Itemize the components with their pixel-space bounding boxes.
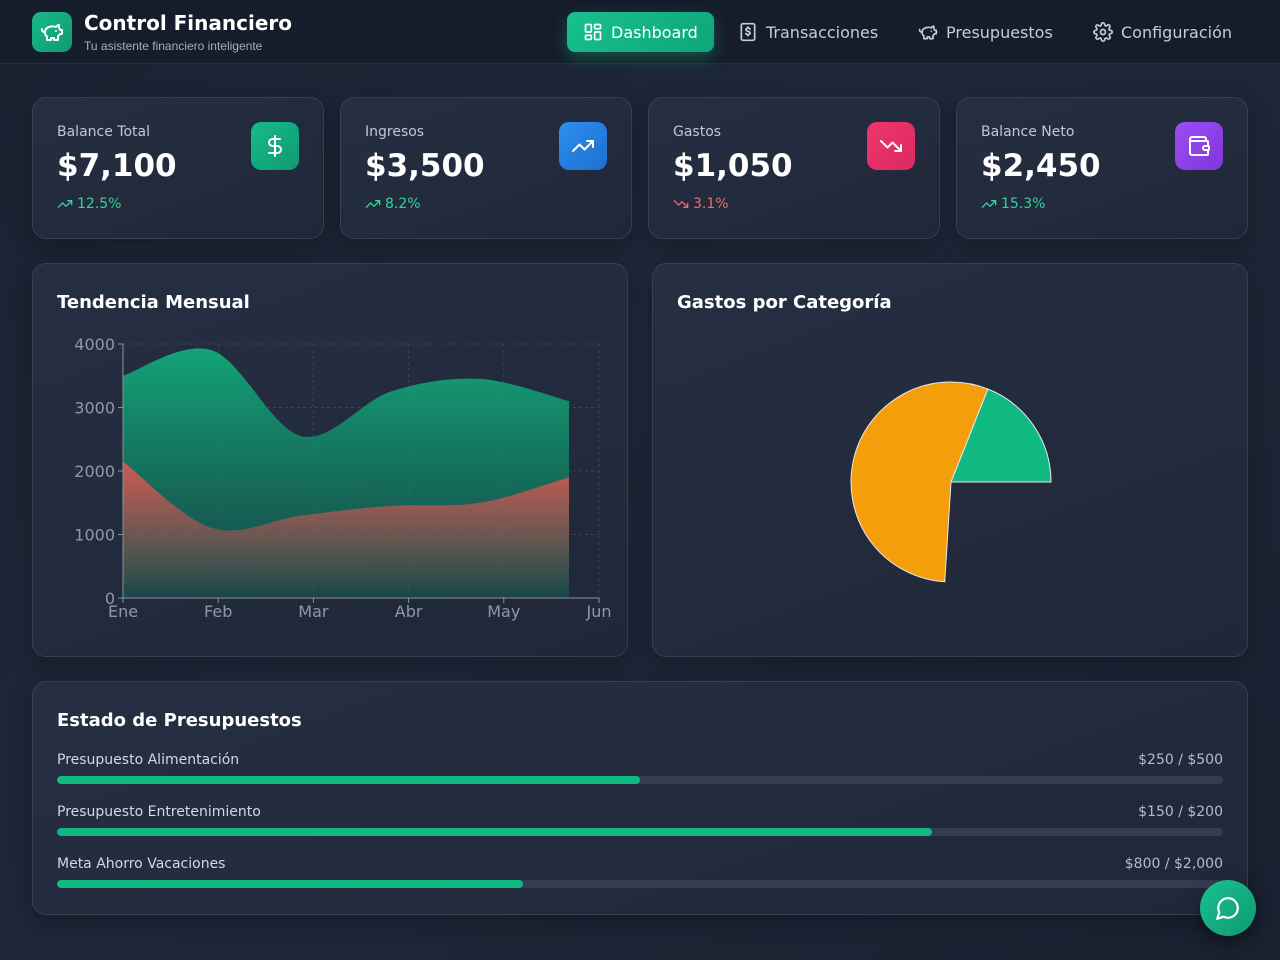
budget-name: Presupuesto Entretenimiento <box>57 804 261 820</box>
x-tick-label: Abr <box>395 602 423 621</box>
nav-configuracion-label: Configuración <box>1121 22 1233 42</box>
app-logo[interactable] <box>32 12 72 52</box>
trend-down-icon <box>673 200 689 208</box>
nav-transacciones[interactable]: Transacciones <box>738 12 878 52</box>
y-tick-label: 2000 <box>74 462 115 481</box>
trending-up-icon <box>572 140 594 152</box>
budget-progress-fill <box>57 776 640 784</box>
nav-dashboard-label: Dashboard <box>611 22 698 42</box>
trend-up-icon <box>981 200 997 208</box>
category-panel-title: Gastos por Categoría <box>677 292 892 313</box>
stat-card-balance-neto: Balance Neto $2,450 15.3% <box>956 97 1248 239</box>
app-title: Control Financiero <box>84 11 293 35</box>
x-tick-label: Mar <box>298 602 329 621</box>
stat-change-value: 12.5% <box>77 196 122 212</box>
y-tick-label: 4000 <box>74 335 115 354</box>
stat-icon-box <box>559 122 607 170</box>
nav-configuracion[interactable]: Configuración <box>1093 12 1232 52</box>
dashboard-grid-icon <box>584 23 602 41</box>
gear-icon <box>1093 22 1113 42</box>
stat-label: Ingresos <box>365 124 425 140</box>
stat-change: 15.3% <box>981 196 1045 212</box>
y-tick-label: 1000 <box>74 526 115 545</box>
budget-progress-track <box>57 776 1223 784</box>
budget-panel-title: Estado de Presupuestos <box>57 710 302 731</box>
trend-up-icon <box>365 200 381 208</box>
stat-card-ingresos: Ingresos $3,500 8.2% <box>340 97 632 239</box>
nav-presupuestos-label: Presupuestos <box>946 22 1053 42</box>
wallet-icon <box>1189 136 1210 156</box>
budget-amount: $250 / $500 <box>1138 752 1223 768</box>
budget-progress-fill <box>57 828 932 836</box>
nav-dashboard[interactable]: Dashboard <box>567 12 714 52</box>
category-pie-chart <box>850 381 1052 583</box>
y-tick-label: 3000 <box>74 399 115 418</box>
budget-row: Presupuesto Alimentación $250 / $500 <box>57 752 1223 792</box>
stat-change: 3.1% <box>673 196 729 212</box>
app-subtitle: Tu asistente financiero inteligente <box>84 39 263 53</box>
y-tick-label: 0 <box>105 589 115 608</box>
stat-value: $7,100 <box>57 148 177 184</box>
trend-chart: 0 1000 2000 3000 4000 Ene Feb Mar Abr May Jun <box>74 335 612 621</box>
budget-progress-track <box>57 880 1223 888</box>
piggy-bank-icon <box>41 24 63 41</box>
x-tick-label: May <box>487 602 520 621</box>
budget-panel: Estado de Presupuestos Presupuesto Alime… <box>32 681 1248 915</box>
x-tick-label: Feb <box>204 602 232 621</box>
stat-icon-box <box>1175 122 1223 170</box>
chat-bubble-icon <box>1216 897 1239 920</box>
stat-card-gastos: Gastos $1,050 3.1% <box>648 97 940 239</box>
stat-change: 12.5% <box>57 196 121 212</box>
budget-progress-fill <box>57 880 524 888</box>
dollar-receipt-icon <box>740 22 756 42</box>
stat-icon-box <box>251 122 299 170</box>
budget-amount: $150 / $200 <box>1138 804 1223 820</box>
stat-change-value: 3.1% <box>693 196 729 212</box>
budget-row: Meta Ahorro Vacaciones $800 / $2,000 <box>57 856 1223 896</box>
stat-change: 8.2% <box>365 196 421 212</box>
stat-value: $2,450 <box>981 148 1101 184</box>
stat-change-value: 8.2% <box>385 196 421 212</box>
budget-name: Presupuesto Alimentación <box>57 752 240 768</box>
x-tick-label: Ene <box>108 602 138 621</box>
trend-panel-title: Tendencia Mensual <box>57 292 250 313</box>
category-panel: Gastos por Categoría <box>652 263 1248 657</box>
trend-panel: Tendencia Mensual 0 1000 2000 3000 4000 Ene Fe… <box>32 263 628 657</box>
piggy-bank-icon <box>918 25 938 40</box>
nav-transacciones-label: Transacciones <box>766 22 879 42</box>
stat-label: Balance Total <box>57 124 150 140</box>
stat-label: Gastos <box>673 124 722 140</box>
top-header: Control Financiero Tu asistente financie… <box>0 0 1280 64</box>
stat-value: $3,500 <box>365 148 485 184</box>
budget-row: Presupuesto Entretenimiento $150 / $200 <box>57 804 1223 844</box>
x-tick-label: Jun <box>586 602 612 621</box>
stat-icon-box <box>867 122 915 170</box>
chat-button[interactable] <box>1200 880 1256 936</box>
stat-card-balance-total: Balance Total $7,100 12.5% <box>32 97 324 239</box>
trending-down-icon <box>880 140 902 152</box>
budget-name: Meta Ahorro Vacaciones <box>57 856 226 872</box>
stat-change-value: 15.3% <box>1001 196 1046 212</box>
pie-slice <box>950 388 1052 483</box>
budget-progress-track <box>57 828 1223 836</box>
budget-amount: $800 / $2,000 <box>1124 856 1223 872</box>
stat-label: Balance Neto <box>981 124 1075 140</box>
nav-presupuestos[interactable]: Presupuestos <box>918 12 1053 52</box>
dollar-icon <box>268 135 282 157</box>
trend-up-icon <box>57 200 73 208</box>
stat-value: $1,050 <box>673 148 793 184</box>
pie-slice <box>850 381 989 583</box>
expense-area <box>123 461 569 598</box>
